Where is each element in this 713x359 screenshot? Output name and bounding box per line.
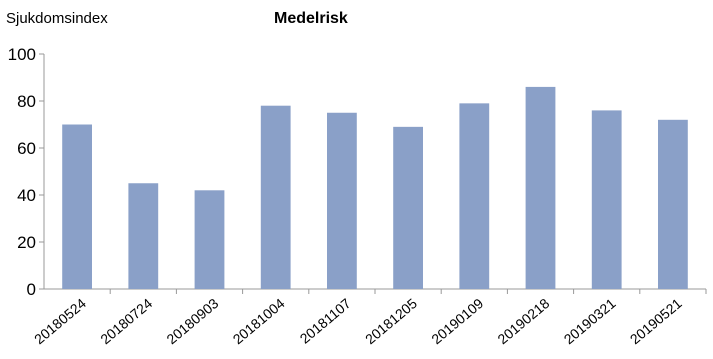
bar [658,119,688,289]
x-tick-label: 20180724 [97,295,155,347]
chart-title: Medelrisk [274,10,348,27]
bar [194,190,225,289]
bar [260,105,291,289]
bar [591,110,622,290]
bar [459,103,490,289]
y-axis-label: Sjukdomsindex [6,10,108,27]
y-tick-label: 20 [17,233,36,252]
x-tick-label: 20180903 [163,295,221,347]
bar [525,86,556,290]
x-tick-label: 20180524 [31,295,89,347]
x-tick-label: 20190321 [561,295,619,347]
y-tick-label: 60 [17,139,36,158]
x-tick-label: 20190521 [627,295,685,347]
x-tick-label: 20190109 [428,295,486,347]
x-tick-label: 20181205 [362,295,420,347]
x-tick-label: 20190218 [494,295,552,347]
y-tick-label: 40 [17,186,36,205]
x-tick-label: 20181004 [230,295,288,347]
x-tick-label: 20181107 [297,295,354,347]
bar [128,183,159,289]
bar [393,126,423,289]
bar [62,124,92,289]
y-tick-label: 80 [17,92,36,111]
y-tick-label: 0 [27,280,36,299]
bar [327,112,357,289]
y-tick-label: 100 [8,45,36,64]
